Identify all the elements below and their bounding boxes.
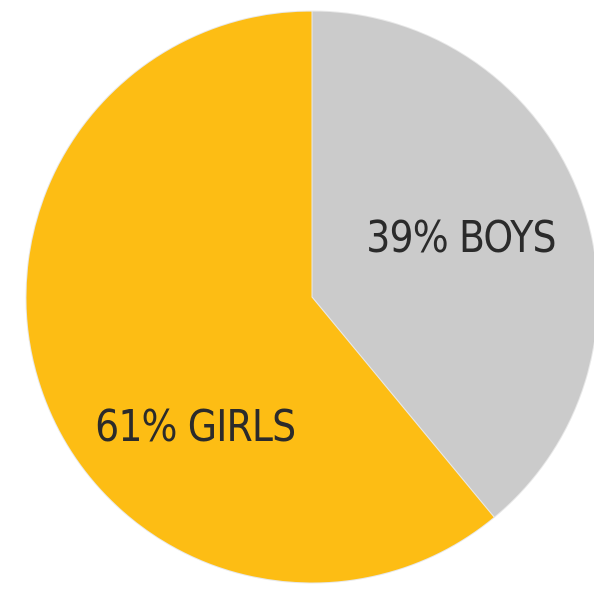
pie-label-boys: 39% BOYS <box>366 211 555 262</box>
pie-label-girls: 61% GIRLS <box>95 400 295 451</box>
pie-slice-girls <box>25 10 496 584</box>
pie-slice-boys <box>311 10 594 519</box>
